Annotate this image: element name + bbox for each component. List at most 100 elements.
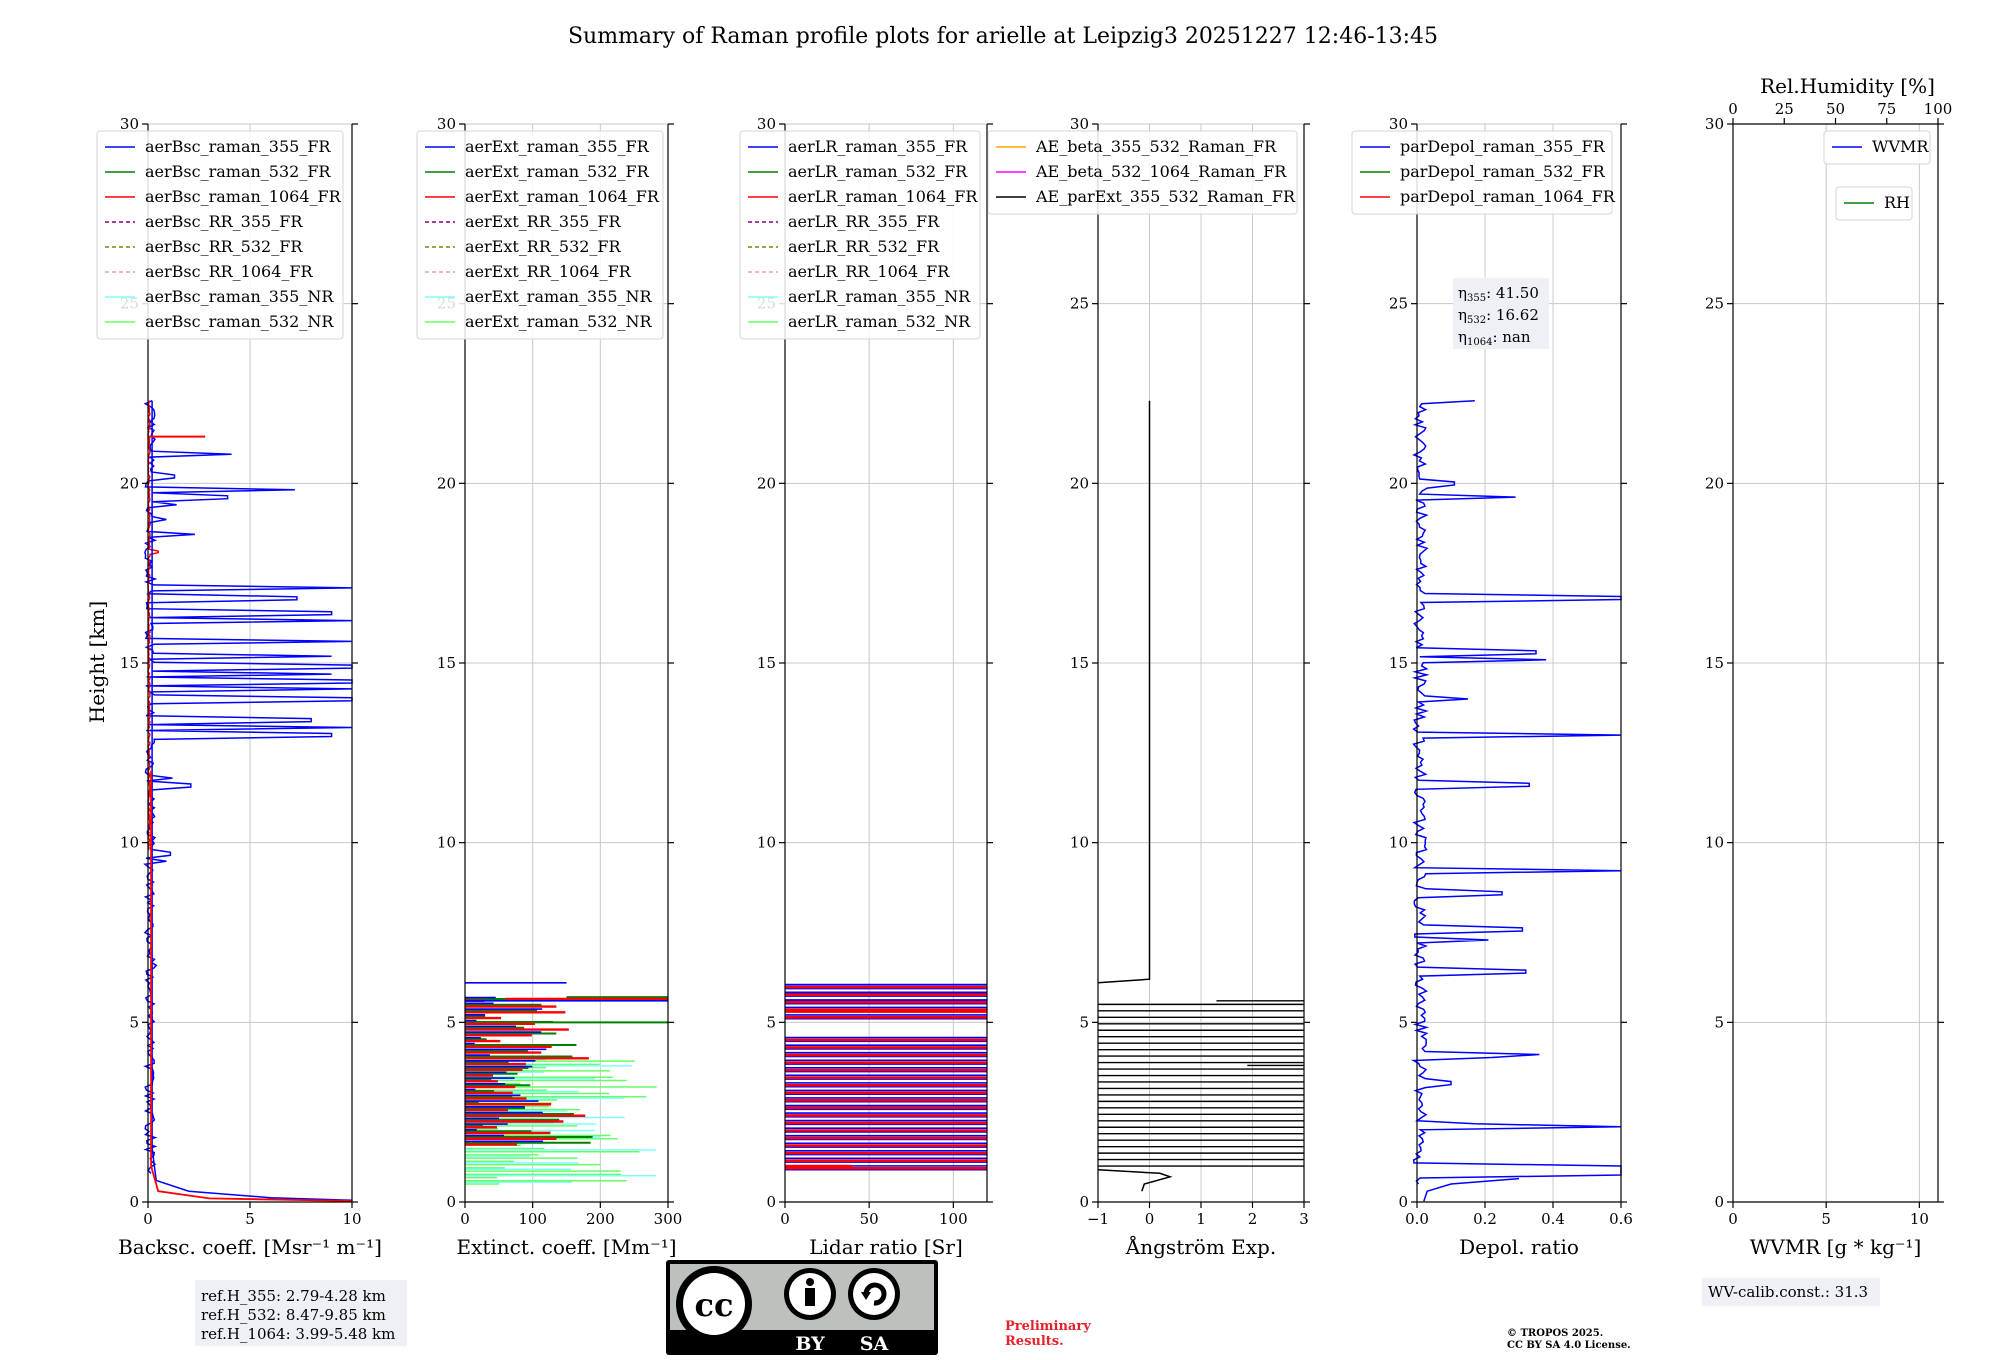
y-tick-label: 30 [1705,115,1724,133]
ref-height-1064: ref.H_1064: 3.99-5.48 km [201,1325,395,1343]
x-tick-label: 10 [342,1210,361,1228]
copyright-line1: © TROPOS 2025. [1507,1328,1603,1339]
ref-height-355: ref.H_355: 2.79-4.28 km [201,1287,386,1305]
x-tick-label: 0.2 [1473,1210,1497,1228]
y-tick-label: 30 [1389,115,1408,133]
wv-calib-constant: WV-calib.const.: 31.3 [1708,1283,1868,1301]
legend-entry: aerBsc_raman_1064_FR [145,187,342,206]
legend-entry: aerExt_raman_1064_FR [465,187,660,206]
series-aerBsc-near-surface-1064 [150,770,353,1202]
legend-entry: aerExt_raman_355_FR [465,137,650,156]
y-tick-label: 25 [1070,295,1089,313]
y-tick-label: 0 [446,1193,456,1211]
legend-bsc: aerBsc_raman_355_FR aerBsc_raman_532_FRae… [96,130,344,340]
y-tick-label: 0 [1714,1193,1724,1211]
y-tick-label: 20 [120,474,139,492]
y-tick-label: 10 [757,834,776,852]
legend-ext: aerExt_raman_355_FR aerExt_raman_532_FRae… [416,130,664,340]
x-tick-label: 0.6 [1609,1210,1633,1228]
legend-entry: aerExt_RR_355_FR [465,212,622,231]
legend-entry: parDepol_raman_1064_FR [1400,187,1616,206]
y-tick-label: 20 [1389,474,1408,492]
x-tick-label: 100 [518,1210,547,1228]
ref-height-532: ref.H_532: 8.47-9.85 km [201,1306,386,1324]
copyright-line2: CC BY SA 4.0 License. [1507,1340,1631,1351]
legend-frame [987,130,1298,215]
y-tick-label: 0 [766,1193,776,1211]
legend-ae: AE_beta_355_532_Raman_FR AE_beta_532_1064… [987,130,1298,215]
top-x-tick-label: 0 [1728,100,1738,118]
top-x-tick-label: 25 [1775,100,1794,118]
top-axis-label: Rel.Humidity [%] [1760,74,1935,98]
y-tick-label: 30 [757,115,776,133]
y-tick-label: 10 [120,834,139,852]
x-tick-label: 0 [460,1210,470,1228]
legend-entry: aerLR_RR_1064_FR [788,262,950,281]
legend-entry: aerBsc_RR_532_FR [145,237,303,256]
series-parDepol-raman-355-fr [1411,399,1622,1185]
figure-title: Summary of Raman profile plots for ariel… [568,24,1438,49]
legend-entry: aerBsc_raman_355_FR [145,137,331,156]
series-depol-near-surface [1423,1177,1520,1202]
legend-entry: aerExt_raman_355_NR [465,287,653,306]
y-tick-label: 0 [1398,1193,1408,1211]
y-tick-label: 25 [1705,295,1724,313]
legend-entry: aerBsc_RR_1064_FR [145,262,314,281]
x-tick-label: 0.0 [1405,1210,1429,1228]
x-tick-label: 3 [1299,1210,1309,1228]
legend-entry: aerLR_raman_532_NR [788,312,971,331]
preliminary-note-line2: Results. [1005,1334,1064,1349]
x-tick-label: 50 [860,1210,879,1228]
legend-entry: aerBsc_raman_532_FR [145,162,331,181]
legend-entry: aerLR_RR_355_FR [788,212,940,231]
y-axis-label: Height [km] [85,601,109,723]
legend-entry: AE_beta_532_1064_Raman_FR [1035,162,1287,181]
series-aerBsc-raman-1064-fr [146,400,159,851]
y-tick-label: 15 [1389,654,1408,672]
legend-entry: aerExt_RR_1064_FR [465,262,632,281]
y-tick-label: 20 [757,474,776,492]
legend-entry: parDepol_raman_355_FR [1400,137,1606,156]
legend-entry: aerExt_raman_532_NR [465,312,653,331]
y-tick-label: 10 [1389,834,1408,852]
legend-entry: AE_beta_355_532_Raman_FR [1035,137,1277,156]
legend-entry: aerLR_RR_532_FR [788,237,940,256]
eta-annotation-background [1453,278,1549,349]
y-tick-label: 5 [129,1013,139,1031]
y-tick-label: 20 [1070,474,1089,492]
plot-panels: 0510152025300510Backsc. coeff. [Msr⁻¹ m⁻… [96,74,1952,1259]
legend-entry: WVMR [1872,137,1929,156]
panel-bsc: 0510152025300510Backsc. coeff. [Msr⁻¹ m⁻… [96,115,382,1259]
x-tick-label: 2 [1248,1210,1258,1228]
legend-entry: aerBsc_raman_532_NR [145,312,334,331]
x-tick-label: 0 [780,1210,790,1228]
legend-entry: aerLR_raman_355_FR [788,137,968,156]
y-tick-label: 0 [1079,1193,1089,1211]
legend-entry: aerBsc_raman_355_NR [145,287,334,306]
legend-entry: AE_parExt_355_532_Raman_FR [1035,187,1296,206]
x-tick-label: 100 [939,1210,968,1228]
top-x-tick-label: 100 [1924,100,1953,118]
x-tick-label: 10 [1910,1210,1929,1228]
y-tick-label: 0 [129,1193,139,1211]
x-tick-label: 5 [1821,1210,1831,1228]
y-tick-label: 15 [120,654,139,672]
x-axis-label: Ångström Exp. [1125,1234,1276,1259]
panel-lr: 051015202530050100Lidar ratio [Sr]aerLR_… [739,115,993,1259]
legend-entry: parDepol_raman_532_FR [1400,162,1606,181]
y-tick-label: 10 [1070,834,1089,852]
series-aerBsc-raman-355-fr [143,400,353,1174]
y-tick-label: 15 [1705,654,1724,672]
x-tick-label: 0.4 [1541,1210,1565,1228]
legend-entry: aerLR_raman_355_NR [788,287,971,306]
y-tick-label: 15 [437,654,456,672]
legend-wv: WVMR [1823,130,1931,165]
legend-entry: RH [1884,193,1910,212]
legend-entry: aerBsc_RR_355_FR [145,212,303,231]
top-x-tick-label: 50 [1826,100,1845,118]
x-tick-label: 0 [143,1210,153,1228]
y-tick-label: 5 [1079,1013,1089,1031]
